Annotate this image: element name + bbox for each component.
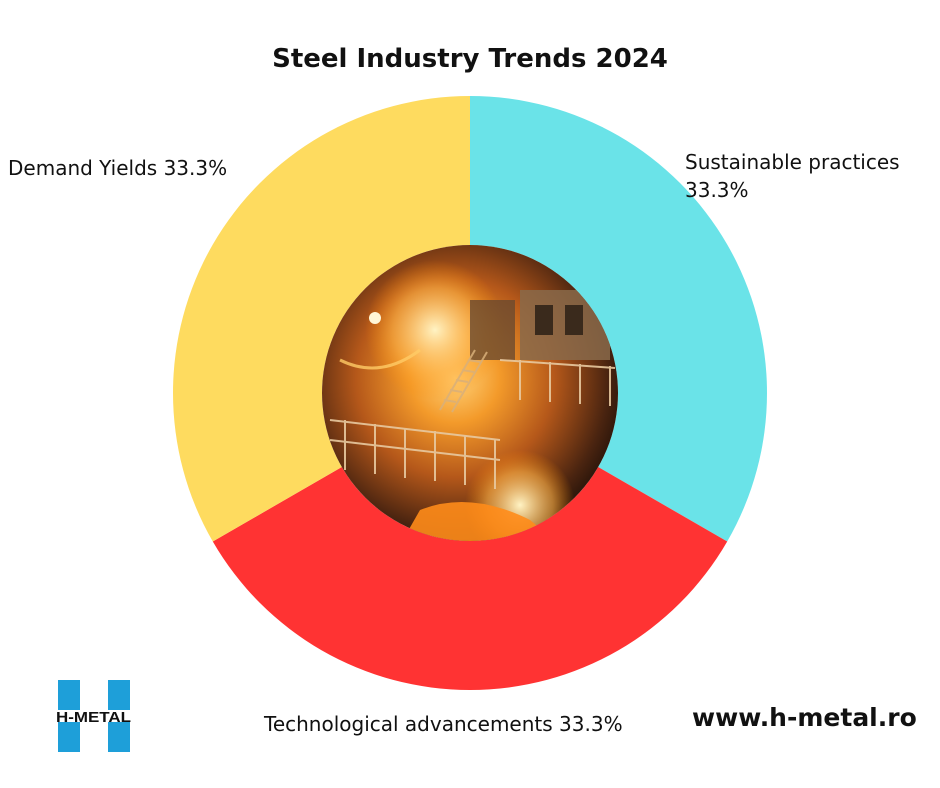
donut-slice-demand-yields bbox=[172, 96, 470, 542]
donut-slices bbox=[172, 96, 767, 690]
h-metal-logo: H-METAL bbox=[56, 680, 131, 752]
slice-value-label: 33.3% bbox=[559, 712, 623, 736]
logo-text: H-METAL bbox=[56, 709, 131, 726]
slice-label-technological-advancements: Technological advancements 33.3% bbox=[263, 712, 623, 736]
slice-value-label: 33.3% bbox=[164, 156, 228, 180]
slice-label-sustainable-practices: Sustainable practices 33.3% bbox=[685, 150, 906, 202]
slice-value-label: 33.3% bbox=[685, 178, 749, 202]
donut-slice-sustainable-practices bbox=[470, 96, 767, 542]
donut-slice-technological-advancements bbox=[212, 467, 728, 690]
website-url: www.h-metal.ro bbox=[692, 703, 917, 732]
slice-label-text: Demand Yields bbox=[8, 156, 157, 180]
slice-label-text: Sustainable practices bbox=[685, 150, 900, 174]
slice-label-demand-yields: Demand Yields 33.3% bbox=[8, 156, 227, 180]
slice-label-text: Technological advancements bbox=[263, 712, 553, 736]
chart-title: Steel Industry Trends 2024 bbox=[272, 44, 668, 74]
steel-mill-photo bbox=[322, 245, 618, 541]
